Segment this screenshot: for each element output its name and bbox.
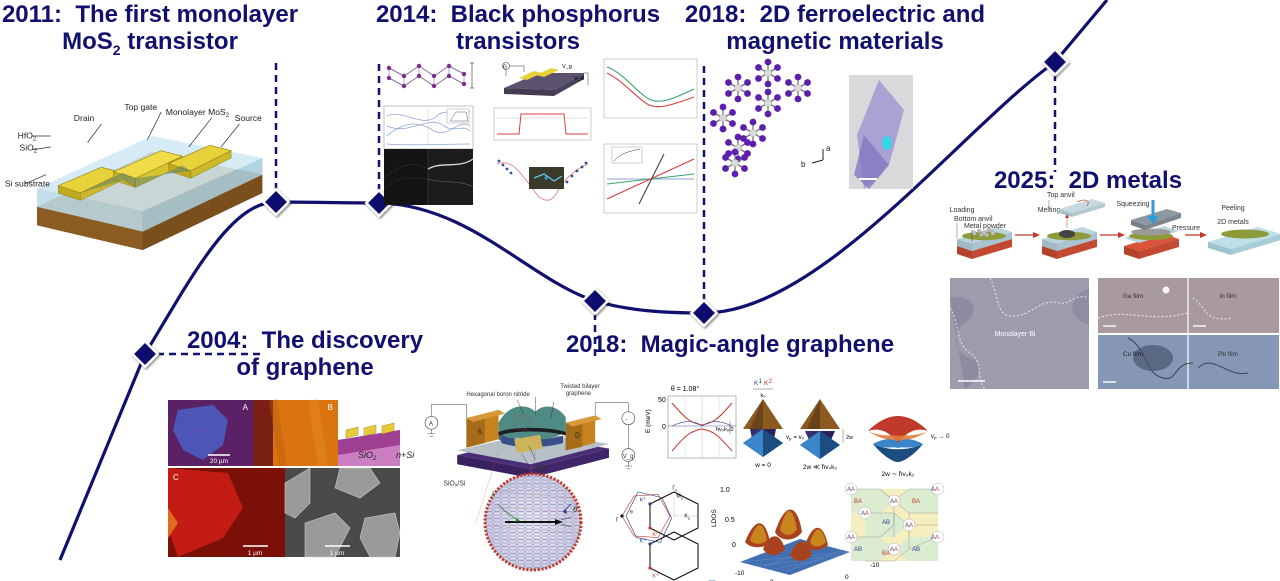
svg-text:AA: AA (931, 487, 939, 493)
svg-text:θ: θ (630, 510, 633, 516)
svg-text:BA: BA (912, 499, 920, 505)
svg-text:LDOS: LDOS (711, 509, 718, 527)
svg-text:0: 0 (845, 574, 849, 581)
svg-text:Ks: Ks (684, 514, 689, 521)
svg-text:AA: AA (905, 523, 913, 529)
svg-text:Γ: Γ (616, 518, 619, 524)
svg-text:AA: AA (847, 535, 855, 541)
svg-text:AB: AB (912, 547, 920, 553)
svg-text:BA: BA (854, 499, 862, 505)
svg-text:K1: K1 (640, 496, 646, 504)
svg-text:BA: BA (882, 551, 890, 557)
svg-text:AA: AA (890, 547, 898, 553)
svg-text:K2: K2 (652, 530, 658, 538)
svg-text:AA: AA (890, 499, 898, 505)
svg-text:-10: -10 (870, 562, 880, 569)
svg-text:AB: AB (854, 547, 862, 553)
svg-text:AB: AB (882, 520, 890, 526)
svg-text:1.0: 1.0 (720, 487, 730, 494)
svg-text:0: 0 (732, 542, 736, 549)
svg-text:-10: -10 (735, 570, 745, 577)
svg-text:K'1: K'1 (640, 537, 647, 545)
svg-text:AA: AA (861, 511, 869, 517)
svg-text:Ms: Ms (676, 494, 682, 501)
svg-text:AA: AA (847, 487, 855, 493)
svg-text:Γs: Γs (672, 486, 677, 493)
svg-text:0.5: 0.5 (725, 517, 735, 524)
svg-text:K'2: K'2 (652, 572, 659, 580)
svg-text:AA: AA (931, 535, 939, 541)
